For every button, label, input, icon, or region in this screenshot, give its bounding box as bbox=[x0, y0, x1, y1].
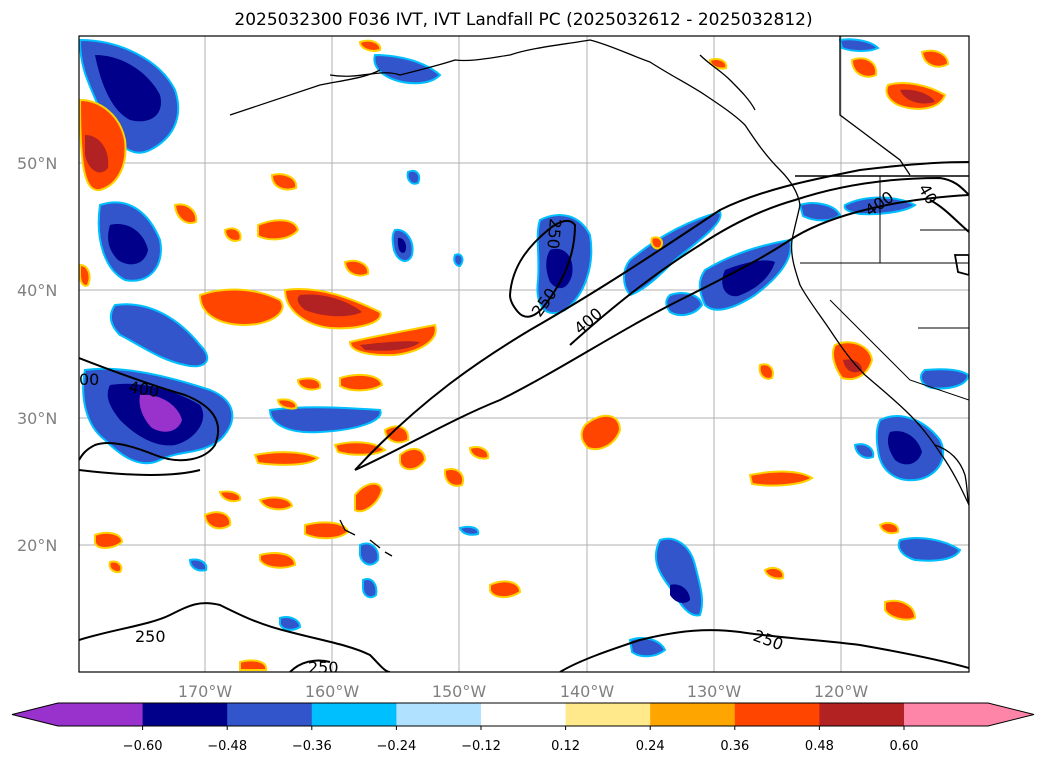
colorbar: −0.60 −0.48 −0.36 −0.24 −0.12 0.12 0.24 0.36 0.4… bbox=[11, 702, 1035, 754]
lat-label: 30°N bbox=[17, 409, 57, 428]
colorbar-tick-label: 0.48 bbox=[805, 739, 834, 754]
longitude-labels: 170°W 160°W 150°W 140°W 130°W 120°W bbox=[178, 682, 869, 701]
map-title: 2025032300 F036 IVT, IVT Landfall PC (20… bbox=[234, 10, 813, 30]
colorbar-outline bbox=[11, 702, 1035, 727]
contour-label: 00 bbox=[79, 370, 99, 389]
colorbar-segment bbox=[142, 703, 228, 726]
contour-label: 250 bbox=[135, 627, 166, 646]
lon-label: 120°W bbox=[814, 682, 869, 701]
colorbar-segment bbox=[565, 703, 651, 726]
lon-label: 150°W bbox=[432, 682, 487, 701]
lat-label: 40°N bbox=[17, 281, 57, 300]
colorbar-segment bbox=[396, 703, 482, 726]
colorbar-segment bbox=[650, 703, 736, 726]
map-frame bbox=[78, 35, 970, 673]
lon-label: 170°W bbox=[178, 682, 233, 701]
colorbar-segment bbox=[904, 703, 988, 726]
lat-label: 20°N bbox=[17, 536, 57, 555]
colorbar-tick-label: 0.12 bbox=[551, 739, 580, 754]
lon-label: 160°W bbox=[305, 682, 360, 701]
coastlines bbox=[229, 36, 969, 557]
colorbar-extend-high bbox=[988, 703, 1034, 726]
contour-label: 250 bbox=[308, 658, 339, 677]
lon-label: 130°W bbox=[687, 682, 742, 701]
lon-label: 140°W bbox=[560, 682, 615, 701]
colorbar-segment bbox=[819, 703, 905, 726]
colorbar-tick-label: 0.36 bbox=[720, 739, 749, 754]
map-background bbox=[79, 36, 969, 672]
colorbar-tick-label: −0.48 bbox=[207, 739, 247, 754]
colorbar-segment bbox=[734, 703, 820, 726]
colorbar-tick-label: −0.60 bbox=[123, 739, 163, 754]
contour-label: 250 bbox=[543, 218, 565, 250]
lat-label: 50°N bbox=[17, 154, 57, 173]
colorbar-tick-label: −0.24 bbox=[376, 739, 416, 754]
latitude-labels: 50°N 40°N 30°N 20°N bbox=[17, 154, 57, 555]
colorbar-extend-low bbox=[12, 703, 58, 726]
colorbar-segment bbox=[311, 703, 397, 726]
colorbar-tick-label: 0.24 bbox=[636, 739, 665, 754]
colorbar-segment bbox=[58, 703, 144, 726]
positive-pc-regions bbox=[79, 39, 950, 671]
negative-pc-regions bbox=[79, 38, 969, 658]
colorbar-tick-label: −0.36 bbox=[292, 739, 332, 754]
colorbar-segment bbox=[481, 703, 567, 726]
colorbar-segment bbox=[227, 703, 313, 726]
colorbar-tick-label: 0.60 bbox=[890, 739, 919, 754]
ivt-contours bbox=[79, 161, 969, 672]
colorbar-tick-label: −0.12 bbox=[461, 739, 501, 754]
